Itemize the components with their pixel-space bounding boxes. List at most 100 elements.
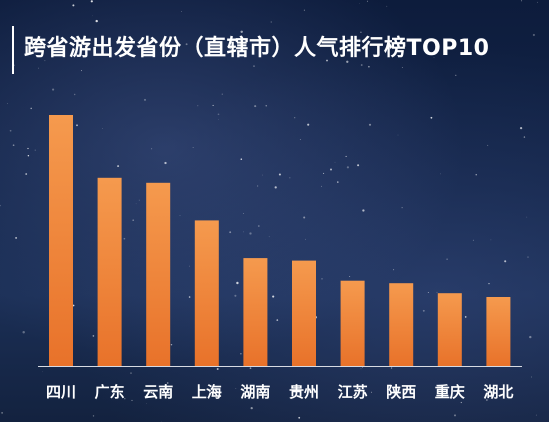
star bbox=[366, 0, 368, 2]
star bbox=[427, 292, 429, 293]
bar-湖南 bbox=[243, 258, 268, 366]
star bbox=[537, 1, 538, 3]
star bbox=[216, 368, 219, 370]
star bbox=[433, 57, 435, 59]
star bbox=[486, 399, 488, 401]
chart-title: 跨省游出发省份（直辖市）人气排行榜TOP10 bbox=[24, 36, 490, 61]
star bbox=[257, 225, 260, 227]
star bbox=[12, 144, 15, 147]
star bbox=[207, 37, 210, 39]
star bbox=[34, 149, 36, 151]
bar-江苏 bbox=[340, 280, 365, 366]
star bbox=[345, 155, 347, 157]
star bbox=[52, 88, 55, 91]
star bbox=[262, 174, 263, 176]
star bbox=[488, 282, 490, 285]
star bbox=[130, 372, 132, 374]
star bbox=[453, 414, 457, 417]
title-accent-bar bbox=[12, 26, 14, 74]
star bbox=[135, 203, 137, 205]
star bbox=[341, 35, 344, 38]
star bbox=[74, 93, 76, 96]
star bbox=[455, 74, 457, 76]
star bbox=[229, 231, 232, 234]
star bbox=[160, 51, 162, 53]
star bbox=[90, 0, 93, 3]
star bbox=[144, 98, 146, 101]
star bbox=[27, 147, 29, 150]
star bbox=[189, 265, 190, 267]
star bbox=[164, 161, 167, 165]
star bbox=[472, 239, 474, 241]
star bbox=[256, 185, 259, 187]
star bbox=[265, 105, 267, 107]
star bbox=[401, 67, 403, 68]
star bbox=[166, 382, 169, 384]
star bbox=[360, 31, 362, 34]
star bbox=[346, 60, 349, 63]
star bbox=[243, 231, 244, 233]
star bbox=[532, 33, 535, 37]
star bbox=[7, 103, 8, 104]
star bbox=[38, 67, 40, 69]
star bbox=[42, 371, 43, 373]
star bbox=[504, 260, 507, 263]
star bbox=[487, 144, 489, 146]
bar-贵州 bbox=[292, 260, 316, 366]
star bbox=[72, 304, 75, 307]
star bbox=[321, 278, 323, 280]
star bbox=[124, 398, 126, 400]
star bbox=[299, 139, 301, 140]
star bbox=[368, 65, 370, 68]
star bbox=[422, 309, 425, 312]
star bbox=[337, 181, 339, 183]
star bbox=[326, 59, 328, 62]
star bbox=[188, 296, 191, 298]
star bbox=[360, 64, 363, 66]
star bbox=[519, 126, 523, 130]
star bbox=[206, 388, 209, 391]
star bbox=[529, 335, 532, 339]
star bbox=[76, 124, 78, 127]
bar-云南 bbox=[146, 182, 171, 366]
x-tick-label: 上海 bbox=[192, 383, 222, 401]
star bbox=[397, 134, 399, 136]
star bbox=[303, 9, 305, 11]
star bbox=[289, 397, 291, 399]
star bbox=[250, 406, 253, 410]
star bbox=[197, 105, 199, 107]
star bbox=[95, 19, 98, 23]
star bbox=[229, 47, 231, 50]
star bbox=[359, 3, 360, 4]
star bbox=[131, 399, 133, 401]
bar-湖北 bbox=[486, 297, 511, 366]
star bbox=[401, 207, 403, 209]
star bbox=[192, 147, 194, 149]
star bbox=[368, 123, 372, 126]
star bbox=[535, 414, 537, 416]
star bbox=[123, 237, 126, 240]
star bbox=[527, 256, 529, 258]
star bbox=[1, 412, 3, 414]
star bbox=[22, 331, 25, 334]
star bbox=[329, 168, 333, 171]
star bbox=[360, 368, 362, 370]
star bbox=[349, 275, 351, 277]
star bbox=[446, 258, 448, 260]
star bbox=[150, 391, 153, 394]
star bbox=[298, 416, 301, 419]
star bbox=[151, 148, 153, 150]
star bbox=[9, 129, 12, 132]
star bbox=[181, 11, 182, 12]
bar-广东 bbox=[97, 177, 122, 367]
star bbox=[179, 215, 181, 216]
star bbox=[289, 177, 291, 179]
star bbox=[221, 93, 223, 95]
star bbox=[236, 281, 239, 285]
star bbox=[386, 5, 388, 7]
star bbox=[240, 158, 243, 160]
star bbox=[274, 186, 277, 189]
star bbox=[92, 15, 93, 17]
star bbox=[235, 388, 237, 389]
star bbox=[307, 123, 310, 126]
